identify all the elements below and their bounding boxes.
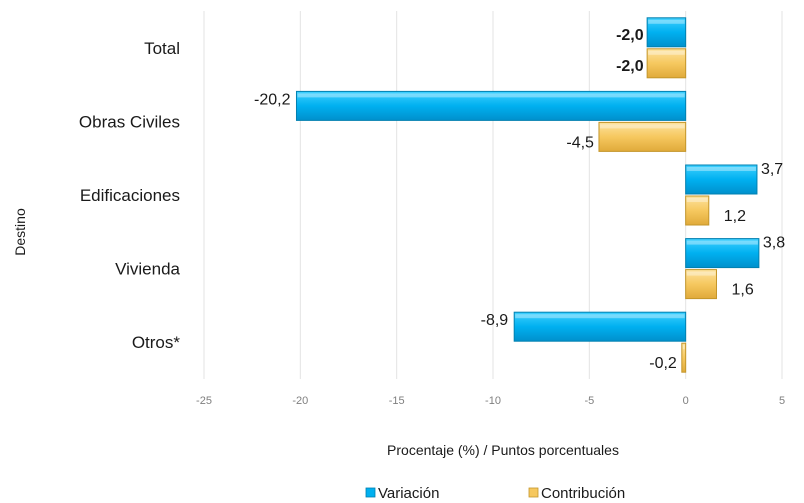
category-label-obras-civiles: Obras Civiles [79, 112, 180, 131]
bar-highlight-variacion-vivienda [686, 240, 758, 245]
x-tick-label: -20 [292, 395, 308, 407]
bar-contribucion-edificaciones [685, 195, 710, 226]
data-label-contribucion-edificaciones: 1,2 [724, 208, 746, 225]
legend-item-variacion: Variación [365, 485, 439, 502]
bar-highlight-variacion-otros [515, 314, 685, 319]
category-label-edificaciones: Edificaciones [80, 186, 180, 205]
category-label-vivienda: Vivienda [115, 260, 180, 279]
bar-variacion-edificaciones [685, 164, 758, 195]
bar-contribucion-otros [681, 342, 687, 373]
data-label-variacion-edificaciones: 3,7 [761, 161, 783, 178]
category-label-otros: Otros* [132, 333, 181, 352]
data-labels: -2,0 -2,0 -20,2 -4,5 3,7 1,2 3,8 1,6 -8,9 -0,2 [254, 27, 785, 372]
bar-contribucion-total [646, 48, 687, 79]
x-tick-label: 5 [779, 395, 785, 407]
data-label-variacion-vivienda: 3,8 [763, 235, 785, 252]
legend-item-contribucion: Contribución [528, 485, 625, 502]
x-tick-label: 0 [683, 395, 689, 407]
bar-highlight-variacion-edificaciones [686, 167, 756, 171]
bar-contribucion-obras-civiles [598, 121, 687, 152]
x-tick-label: -25 [196, 395, 212, 407]
x-tick-labels: -25 -20 -15 -10 -5 0 5 [196, 395, 785, 407]
category-labels: Total Obras Civiles Edificaciones Vivienda O… [79, 39, 181, 352]
data-label-contribucion-total: -2,0 [616, 58, 644, 75]
data-label-contribucion-vivienda: 1,6 [731, 282, 753, 299]
bar-variacion-total [646, 17, 687, 48]
data-label-contribucion-otros: -0,2 [649, 355, 677, 372]
data-label-contribucion-obras-civiles: -4,5 [566, 134, 594, 151]
bars-group [295, 17, 760, 373]
legend-swatch-contribucion [528, 487, 539, 498]
bar-variacion-vivienda [685, 238, 760, 269]
data-label-variacion-obras-civiles: -20,2 [254, 91, 291, 108]
bar-highlight-contribucion-otros [682, 345, 685, 350]
bar-highlight-variacion-obras-civiles [297, 93, 685, 98]
bar-variacion-obras-civiles [295, 90, 687, 121]
bar-highlight-contribucion-vivienda [686, 271, 716, 276]
legend-swatch-variacion [365, 487, 376, 498]
legend-label-contribucion: Contribución [541, 485, 625, 502]
legend-label-variacion: Variación [378, 485, 439, 502]
data-label-variacion-total: -2,0 [616, 27, 644, 44]
bar-highlight-variacion-total [648, 19, 685, 24]
y-axis-title: Destino [12, 208, 28, 256]
legend: Variación Contribución [365, 485, 625, 502]
category-label-total: Total [144, 39, 180, 58]
bar-contribucion-vivienda [685, 269, 717, 300]
x-axis-title: Procentaje (%) / Puntos porcentuales [387, 442, 619, 458]
x-tick-label: -15 [389, 395, 405, 407]
data-label-variacion-otros: -8,9 [481, 312, 509, 329]
bar-variacion-otros [513, 311, 687, 342]
x-tick-label: -10 [485, 395, 501, 407]
bar-highlight-contribucion-total [648, 50, 685, 55]
x-tick-label: -5 [584, 395, 594, 407]
bar-highlight-contribucion-obras-civiles [599, 124, 685, 129]
bar-highlight-contribucion-edificaciones [686, 198, 708, 202]
